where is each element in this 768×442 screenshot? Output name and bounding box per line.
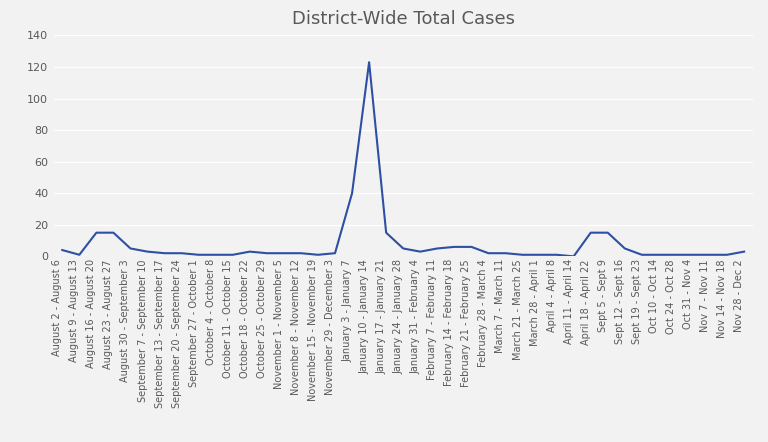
Title: District-Wide Total Cases: District-Wide Total Cases	[292, 10, 515, 28]
